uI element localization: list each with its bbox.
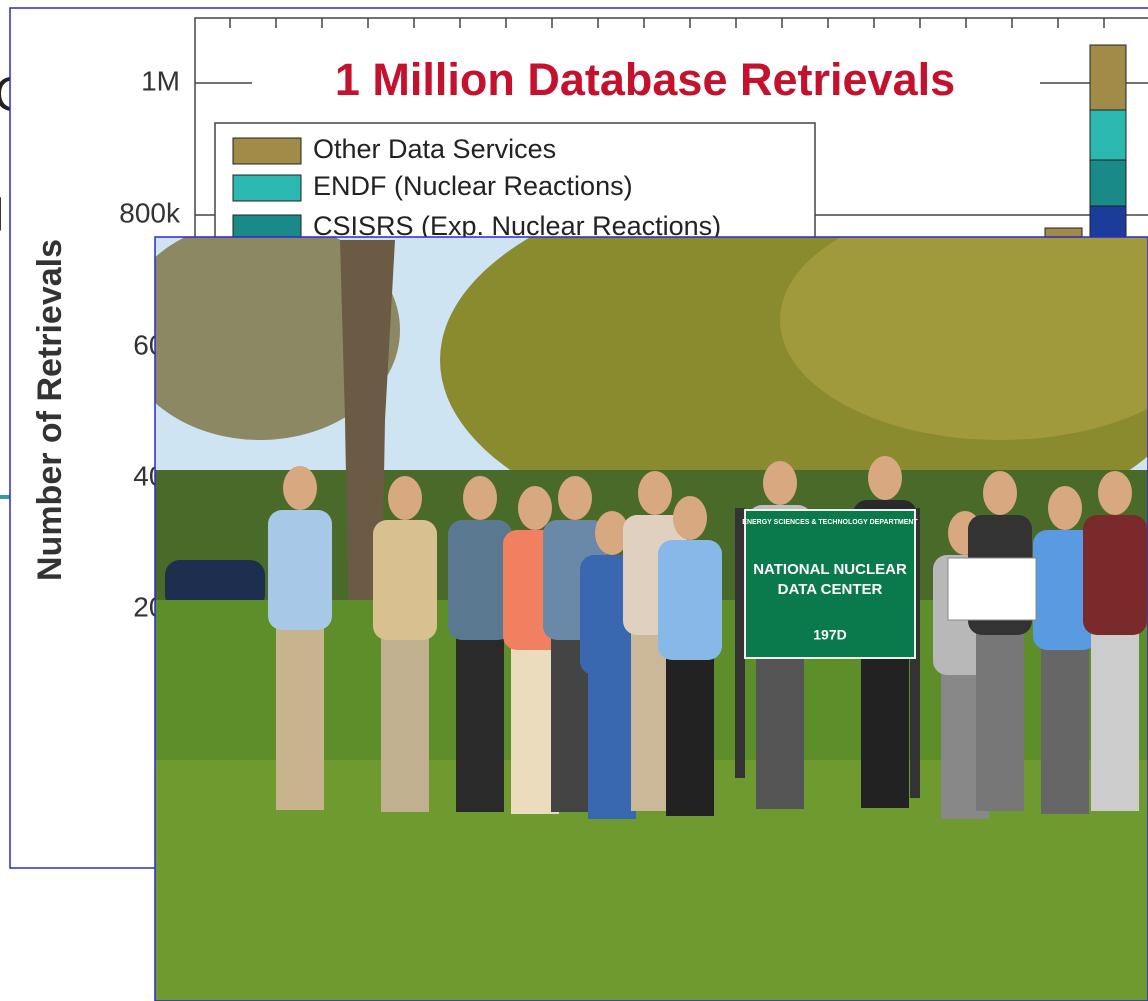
person-torso (448, 520, 512, 640)
person-legs (276, 620, 324, 810)
person-torso (1083, 515, 1147, 635)
person-head (983, 471, 1017, 515)
sign-text: NATIONAL NUCLEAR (753, 561, 907, 578)
legend-swatch (232, 174, 302, 202)
sign-header: ENERGY SCIENCES & TECHNOLOGY DEPARTMENT (742, 519, 918, 526)
legend-label: CSISRS (Exp. Nuclear Reactions) (313, 211, 721, 241)
person-torso (658, 540, 722, 660)
person-head (1048, 486, 1082, 530)
sign-text: DATA CENTER (778, 581, 883, 598)
photo: ENERGY SCIENCES & TECHNOLOGY DEPARTMENT … (154, 236, 1148, 1001)
person-head (638, 471, 672, 515)
y-tick-label: 800k (119, 197, 181, 228)
legend-swatch (232, 137, 302, 165)
background-text: I (0, 189, 5, 242)
person-head (283, 466, 317, 510)
bar-segment (1089, 44, 1127, 111)
person-head (388, 476, 422, 520)
person-legs (456, 630, 504, 812)
person-head (558, 476, 592, 520)
legend-label: ENDF (Nuclear Reactions) (313, 171, 633, 201)
sign (744, 509, 916, 659)
legend (214, 122, 816, 254)
y-tick-label: 1M (141, 65, 180, 96)
person-head (673, 496, 707, 540)
person-head (763, 461, 797, 505)
bar-segment (1089, 159, 1127, 207)
chart-title: 1 Million Database Retrievals (335, 54, 955, 105)
legend-label: Other Data Services (313, 134, 556, 164)
person-torso (1033, 530, 1097, 650)
person-head (1098, 471, 1132, 515)
bar-segment (1089, 109, 1127, 161)
person-legs (588, 665, 636, 819)
person-head (595, 511, 629, 555)
person-head (463, 476, 497, 520)
person-legs (666, 650, 714, 816)
person-legs (1041, 640, 1089, 814)
person-legs (1091, 625, 1139, 811)
person-head (868, 456, 902, 500)
person-torso (268, 510, 332, 630)
certificate (947, 557, 1037, 621)
person-head (518, 486, 552, 530)
person-legs (976, 625, 1024, 811)
person-torso (373, 520, 437, 640)
title-backdrop (252, 58, 1040, 110)
tick-marks (229, 18, 1105, 28)
photo-frame (154, 236, 1148, 1001)
y-axis-label: Number of Retrievals (31, 239, 69, 581)
sign-number: 197D (813, 627, 846, 643)
person-legs (381, 630, 429, 812)
